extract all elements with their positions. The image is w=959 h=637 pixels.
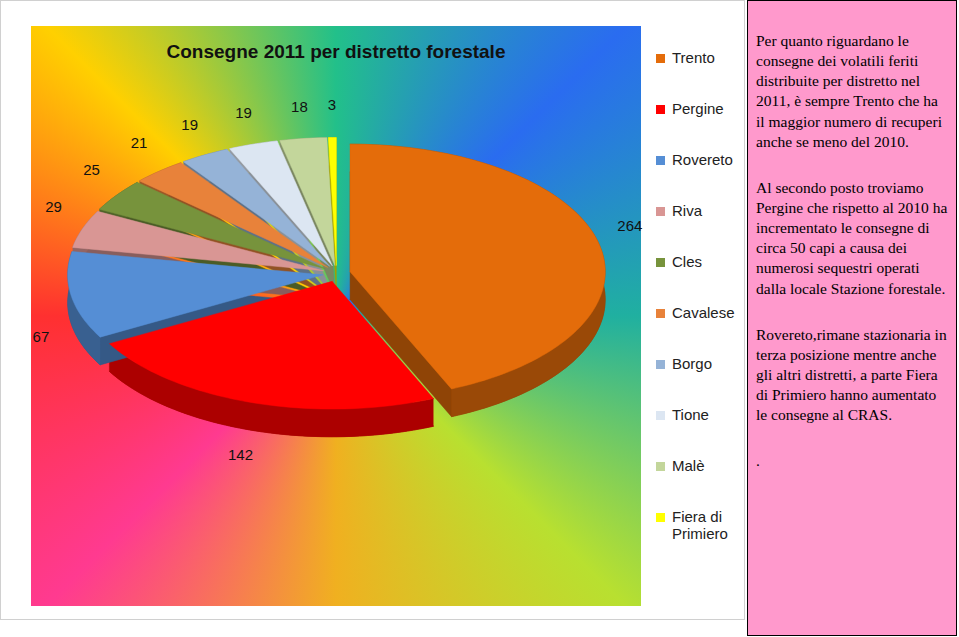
- svg-text:264: 264: [617, 217, 642, 234]
- svg-text:18: 18: [291, 98, 308, 115]
- html-text:Cles: Cles: [672, 253, 702, 270]
- html-text:Borgo: Borgo: [672, 355, 712, 372]
- html-text:Cavalese: Cavalese: [672, 304, 735, 321]
- html-text:Tione: Tione: [672, 406, 709, 423]
- html-text:Riva: Riva: [672, 202, 702, 219]
- html-text:Pergine: Pergine: [672, 100, 724, 117]
- svg-text:21: 21: [131, 134, 148, 151]
- svg-text:3: 3: [328, 96, 336, 113]
- svg-text:25: 25: [83, 161, 100, 178]
- html-text:Rovereto: Rovereto: [672, 151, 733, 168]
- svg-text:29: 29: [45, 198, 62, 215]
- svg-text:19: 19: [181, 116, 198, 133]
- html-text:Rovereto,rimane stazionaria in: Rovereto,rimane stazionaria in terza pos…: [756, 325, 947, 424]
- html-text:Per quanto riguardano le conse: Per quanto riguardano le consegne dei vo…: [756, 32, 942, 150]
- svg-text:19: 19: [235, 104, 252, 121]
- html-text:Trento: Trento: [672, 49, 715, 66]
- html-text:Al secondo posto troviamo Perg: Al secondo posto troviamo Pergine che ri…: [756, 178, 948, 297]
- html-text:Fiera di Primiero: Fiera di Primiero: [672, 508, 728, 542]
- html-text:Consegne 2011 per distretto fo: Consegne 2011 per distretto forestale: [166, 41, 506, 62]
- svg-text:142: 142: [228, 446, 253, 463]
- html-text:Malè: Malè: [672, 457, 705, 474]
- svg-text:67: 67: [33, 328, 50, 345]
